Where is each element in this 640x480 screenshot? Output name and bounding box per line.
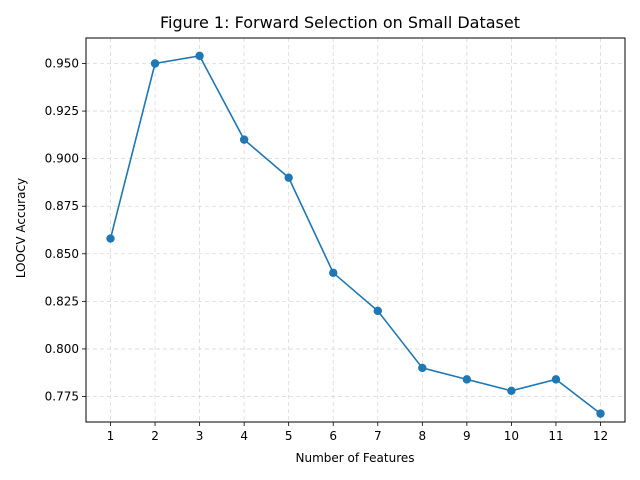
x-tick-label: 2 bbox=[151, 429, 159, 443]
y-tick-label: 0.850 bbox=[45, 247, 79, 261]
data-point bbox=[106, 234, 115, 243]
x-tick-label: 7 bbox=[374, 429, 382, 443]
data-point bbox=[551, 375, 561, 384]
series-layer bbox=[106, 51, 605, 418]
y-tick-label: 0.900 bbox=[45, 152, 79, 166]
x-tick-label: 11 bbox=[548, 429, 563, 443]
x-tick-label: 5 bbox=[285, 429, 293, 443]
y-axis-label: LOOCV Accuracy bbox=[14, 178, 28, 278]
x-tick-label: 12 bbox=[593, 429, 608, 443]
data-point bbox=[462, 375, 472, 384]
data-point bbox=[195, 51, 204, 61]
plot-frame bbox=[85, 37, 626, 423]
data-point bbox=[373, 306, 382, 316]
data-point bbox=[284, 173, 293, 182]
data-point bbox=[239, 135, 249, 144]
y-tick-label: 0.925 bbox=[45, 104, 79, 118]
data-point bbox=[507, 386, 516, 395]
y-axis: 0.775 0.800 0.825 0.850 0.875 0.900 0.925 0.950 bbox=[45, 56, 86, 404]
y-tick-label: 0.875 bbox=[45, 199, 79, 213]
x-tick-label: 4 bbox=[240, 429, 248, 443]
y-tick-label: 0.775 bbox=[45, 390, 79, 404]
y-tick-label: 0.825 bbox=[45, 294, 79, 308]
x-axis-label: Number of Features bbox=[296, 451, 415, 465]
grid bbox=[86, 38, 625, 422]
x-tick-label: 8 bbox=[418, 429, 426, 443]
series-line bbox=[109, 55, 601, 415]
x-tick-label: 10 bbox=[504, 429, 519, 443]
data-point bbox=[329, 268, 338, 278]
data-point bbox=[596, 409, 605, 418]
y-tick-label: 0.800 bbox=[45, 342, 79, 356]
chart-title: Figure 1: Forward Selection on Small Dat… bbox=[160, 13, 520, 32]
x-axis: 1 2 3 4 5 6 7 8 9 10 11 12 bbox=[107, 422, 608, 443]
y-tick-label: 0.950 bbox=[45, 56, 79, 70]
x-tick-label: 3 bbox=[196, 429, 204, 443]
x-tick-label: 1 bbox=[107, 429, 115, 443]
data-point bbox=[418, 363, 427, 373]
x-tick-label: 6 bbox=[329, 429, 337, 443]
data-point bbox=[150, 59, 160, 68]
x-tick-label: 9 bbox=[463, 429, 471, 443]
